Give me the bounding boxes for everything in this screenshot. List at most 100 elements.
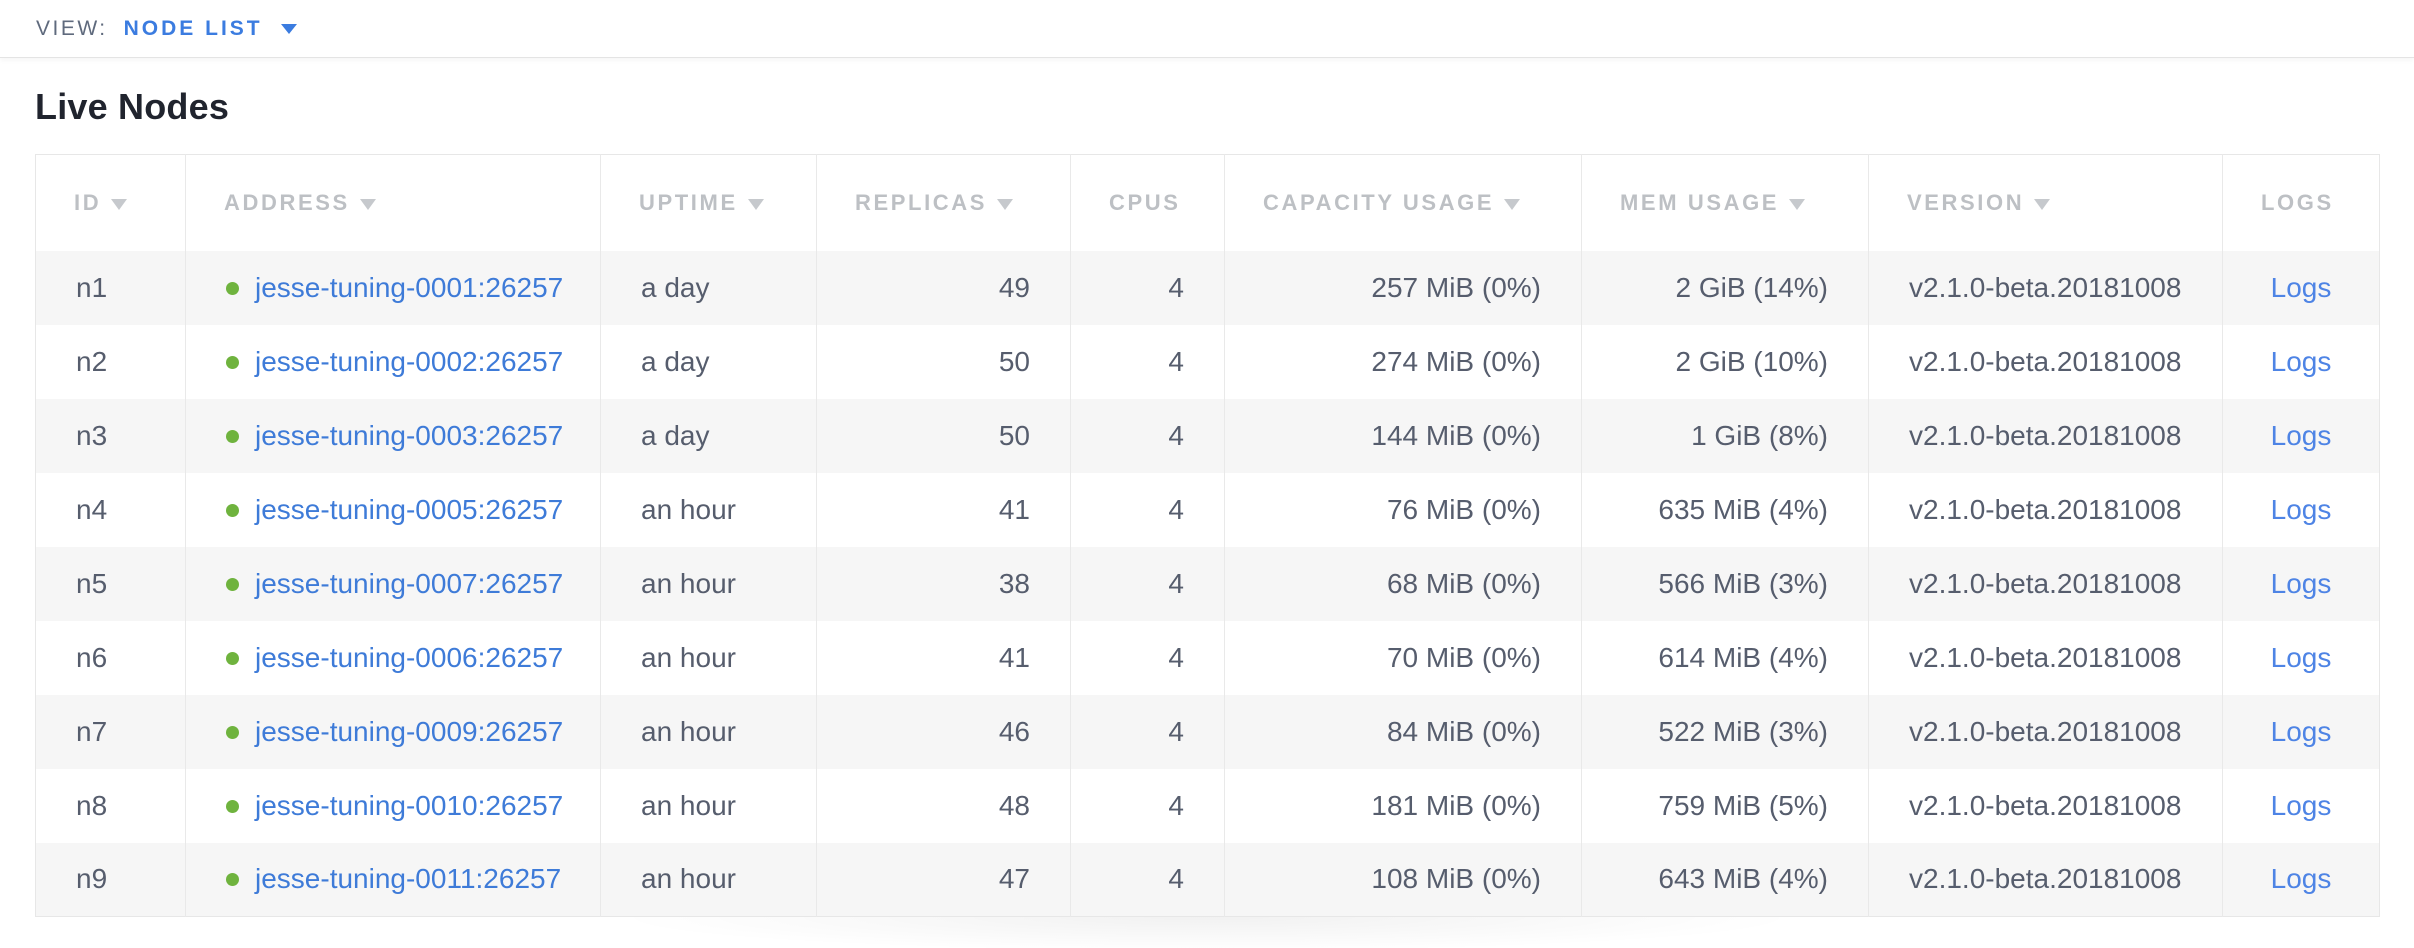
cell-mem: 1 GiB (8%)	[1581, 398, 1869, 473]
node-logs-link[interactable]: Logs	[2270, 345, 2332, 377]
node-logs-link[interactable]: Logs	[2270, 863, 2332, 895]
column-header-id[interactable]: ID	[35, 154, 186, 251]
cell-logs: Logs	[2222, 324, 2380, 399]
cell-replicas: 50	[816, 324, 1071, 399]
cell-version: v2.1.0-beta.20181008	[1868, 768, 2223, 843]
column-header-mem[interactable]: MEM USAGE	[1581, 154, 1869, 251]
node-logs-link[interactable]: Logs	[2270, 715, 2332, 747]
cell-id: n6	[76, 641, 108, 673]
view-dropdown-value: NODE LIST	[123, 16, 263, 40]
node-address-link[interactable]: jesse-tuning-0006:26257	[255, 641, 564, 673]
cell-mem: 614 MiB (4%)	[1581, 620, 1869, 695]
cell-cpus: 4	[1070, 768, 1225, 843]
table-bottom-shadow	[382, 917, 2032, 948]
node-logs-link[interactable]: Logs	[2270, 271, 2332, 303]
node-address-link[interactable]: jesse-tuning-0002:26257	[255, 345, 564, 377]
cell-version: v2.1.0-beta.20181008	[1868, 842, 2223, 917]
cell-logs: Logs	[2222, 546, 2380, 621]
node-healthy-icon	[226, 651, 239, 665]
cell-logs: Logs	[2222, 472, 2380, 547]
cell-capacity: 257 MiB (0%)	[1224, 250, 1582, 325]
cell-logs: Logs	[2222, 620, 2380, 695]
sort-desc-icon	[2034, 198, 2051, 210]
sort-desc-icon	[1504, 198, 1521, 210]
cell-id: n2	[76, 345, 108, 377]
node-address-link[interactable]: jesse-tuning-0009:26257	[255, 715, 564, 747]
cell-replicas: 50	[816, 398, 1071, 473]
cell-version: v2.1.0-beta.20181008	[1868, 694, 2223, 769]
cell-cpus: 4	[1070, 694, 1225, 769]
live-nodes-table: ID ADDRESS UPTIME REPLICAS CPUS CAPACITY USAG…	[35, 154, 2380, 917]
node-logs-link[interactable]: Logs	[2270, 493, 2332, 525]
sort-desc-icon	[1789, 198, 1806, 210]
node-healthy-icon	[226, 873, 239, 887]
cell-cpus: 4	[1070, 324, 1225, 399]
table-row: n4 jesse-tuning-0005:26257 an hour 41 4 76 Mi…	[35, 472, 2380, 547]
column-label: MEM USAGE	[1620, 189, 1780, 215]
page-title: Live Nodes	[35, 86, 230, 127]
cell-uptime: an hour	[600, 842, 817, 917]
node-healthy-icon	[226, 725, 239, 739]
node-logs-link[interactable]: Logs	[2270, 567, 2332, 599]
node-address-link[interactable]: jesse-tuning-0007:26257	[255, 567, 564, 599]
cell-address: jesse-tuning-0009:26257	[185, 694, 601, 769]
cell-cpus: 4	[1070, 398, 1225, 473]
cell-address: jesse-tuning-0006:26257	[185, 620, 601, 695]
node-healthy-icon	[226, 281, 239, 295]
node-address-link[interactable]: jesse-tuning-0005:26257	[255, 493, 564, 525]
column-label: CPUS	[1109, 189, 1181, 215]
node-logs-link[interactable]: Logs	[2270, 419, 2332, 451]
cell-capacity: 68 MiB (0%)	[1224, 546, 1582, 621]
column-header-address[interactable]: ADDRESS	[185, 154, 601, 251]
cell-uptime: an hour	[600, 768, 817, 843]
cell-logs: Logs	[2222, 768, 2380, 843]
cell-replicas: 47	[816, 842, 1071, 917]
table-header-row: ID ADDRESS UPTIME REPLICAS CPUS CAPACITY USAG…	[35, 154, 2380, 251]
cell-uptime: a day	[600, 250, 817, 325]
cell-uptime: an hour	[600, 472, 817, 547]
cell-capacity: 108 MiB (0%)	[1224, 842, 1582, 917]
table-body: n1 jesse-tuning-0001:26257 a day 49 4 257 MiB…	[35, 250, 2380, 917]
column-label: REPLICAS	[855, 189, 988, 215]
column-header-version[interactable]: VERSION	[1868, 154, 2223, 251]
cell-logs: Logs	[2222, 250, 2380, 325]
cell-version: v2.1.0-beta.20181008	[1868, 472, 2223, 547]
cell-uptime: an hour	[600, 694, 817, 769]
node-address-link[interactable]: jesse-tuning-0010:26257	[255, 789, 564, 821]
node-address-link[interactable]: jesse-tuning-0003:26257	[255, 419, 564, 451]
cell-replicas: 41	[816, 472, 1071, 547]
cell-version: v2.1.0-beta.20181008	[1868, 546, 2223, 621]
cell-capacity: 70 MiB (0%)	[1224, 620, 1582, 695]
node-healthy-icon	[226, 429, 239, 443]
node-address-link[interactable]: jesse-tuning-0001:26257	[255, 271, 564, 303]
node-logs-link[interactable]: Logs	[2270, 789, 2332, 821]
node-address-link[interactable]: jesse-tuning-0011:26257	[255, 863, 562, 895]
cell-version: v2.1.0-beta.20181008	[1868, 250, 2223, 325]
node-logs-link[interactable]: Logs	[2270, 641, 2332, 673]
column-label: CAPACITY USAGE	[1263, 189, 1495, 215]
table-row: n5 jesse-tuning-0007:26257 an hour 38 4 68 Mi…	[35, 546, 2380, 621]
cell-id: n1	[76, 271, 108, 303]
view-dropdown[interactable]: NODE LIST	[124, 17, 297, 41]
column-header-capacity[interactable]: CAPACITY USAGE	[1224, 154, 1582, 251]
cell-mem: 566 MiB (3%)	[1581, 546, 1869, 621]
column-header-replicas[interactable]: REPLICAS	[816, 154, 1071, 251]
table-row: n6 jesse-tuning-0006:26257 an hour 41 4 70 Mi…	[35, 620, 2380, 695]
cell-capacity: 76 MiB (0%)	[1224, 472, 1582, 547]
cell-mem: 635 MiB (4%)	[1581, 472, 1869, 547]
cell-cpus: 4	[1070, 546, 1225, 621]
cell-logs: Logs	[2222, 694, 2380, 769]
cell-logs: Logs	[2222, 842, 2380, 917]
cell-address: jesse-tuning-0011:26257	[185, 842, 601, 917]
table-row: n7 jesse-tuning-0009:26257 an hour 46 4 84 Mi…	[35, 694, 2380, 769]
cell-replicas: 49	[816, 250, 1071, 325]
cell-mem: 643 MiB (4%)	[1581, 842, 1869, 917]
cell-id: n9	[76, 863, 108, 895]
column-label: VERSION	[1907, 189, 2025, 215]
node-healthy-icon	[226, 577, 239, 591]
cell-replicas: 38	[816, 546, 1071, 621]
cell-address: jesse-tuning-0003:26257	[185, 398, 601, 473]
cell-address: jesse-tuning-0002:26257	[185, 324, 601, 399]
column-header-uptime[interactable]: UPTIME	[600, 154, 817, 251]
view-selector-bar: VIEW: NODE LIST	[0, 0, 2414, 58]
